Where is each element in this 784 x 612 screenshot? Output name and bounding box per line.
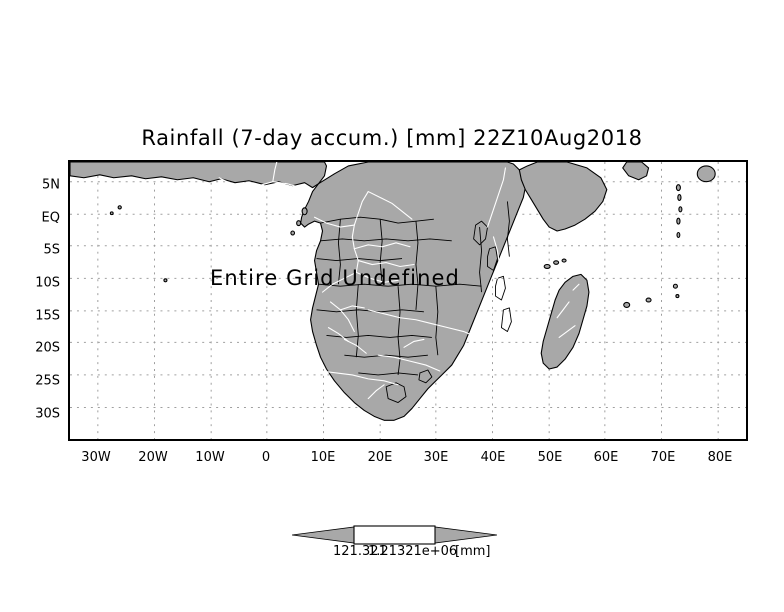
x-tick-label: 10E bbox=[310, 450, 336, 465]
x-tick-label: 70E bbox=[650, 450, 676, 465]
africa-map bbox=[70, 162, 746, 439]
map-plot-area bbox=[68, 160, 748, 441]
y-tick-label: 15S bbox=[35, 308, 60, 324]
rivers bbox=[218, 162, 580, 400]
x-tick-label: 20W bbox=[138, 450, 168, 465]
y-tick-label: 5S bbox=[43, 242, 60, 258]
x-tick-label: 30E bbox=[423, 450, 449, 465]
colorbar-labels: 121.321 1.21321e+06 [mm] bbox=[0, 544, 784, 562]
x-tick-label: 40E bbox=[480, 450, 506, 465]
colorbar-units-label: [mm] bbox=[455, 544, 491, 559]
x-tick-label: 30W bbox=[81, 450, 111, 465]
y-tick-label: EQ bbox=[41, 210, 60, 226]
colorbar-low-label: 121.321 bbox=[333, 544, 387, 559]
x-tick-label: 80E bbox=[707, 450, 733, 465]
x-tick-label: 20E bbox=[367, 450, 393, 465]
colorbar bbox=[292, 525, 497, 545]
x-tick-label: 0 bbox=[261, 450, 271, 465]
colorbar-mid-label: 1.21321e+06 bbox=[368, 544, 458, 559]
page-title: Rainfall (7-day accum.) [mm] 22Z10Aug201… bbox=[141, 126, 643, 150]
x-tick-label: 50E bbox=[537, 450, 563, 465]
x-tick-label: 60E bbox=[593, 450, 619, 465]
y-tick-label: 10S bbox=[35, 275, 60, 291]
y-tick-label: 5N bbox=[42, 177, 60, 193]
x-tick-label: 10W bbox=[195, 450, 225, 465]
y-tick-label: 25S bbox=[35, 373, 60, 389]
y-tick-label: 20S bbox=[35, 340, 60, 356]
y-axis: 5N EQ 5S 10S 15S 20S 25S 30S bbox=[8, 0, 60, 612]
x-axis: 30W 20W 10W 0 10E 20E 30E 40E 50E 60E 70… bbox=[0, 450, 784, 470]
y-tick-label: 30S bbox=[35, 406, 60, 422]
